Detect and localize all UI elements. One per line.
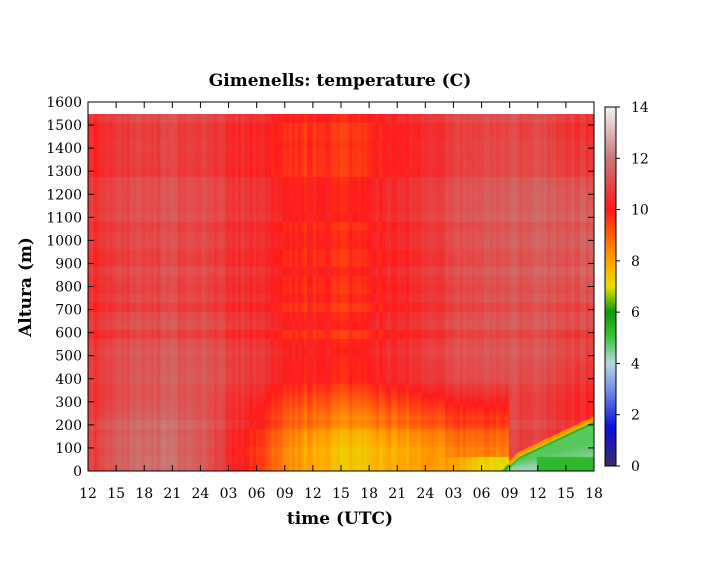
x-tick-label: 15 [557,486,575,502]
chart-title: Gimenells: temperature (C) [209,71,472,91]
colorbar-tick-label: 2 [631,408,640,424]
y-tick-label: 1100 [46,210,82,226]
x-tick-label: 12 [529,486,547,502]
colorbar-gradient [605,107,616,466]
y-tick-label: 1200 [46,187,82,203]
y-tick-label: 400 [55,372,82,388]
colorbar-ticks: 0 2 4 6 8 10 12 14 [616,100,649,475]
x-tick-label: 06 [248,486,266,502]
x-tick-label: 21 [163,486,181,502]
y-tick-label: 1300 [46,164,82,180]
y-axis-ticks: 0 100 200 300 400 500 600 700 800 900 1000 1100 1200… [46,95,594,480]
colorbar-tick-label: 14 [631,100,649,116]
y-tick-label: 1500 [46,118,82,134]
colorbar-frame [604,106,617,467]
y-tick-label: 600 [55,326,82,342]
x-tick-label: 24 [416,486,434,502]
y-tick-label: 200 [55,418,82,434]
y-tick-label: 1400 [46,141,82,157]
y-tick-label: 900 [55,256,82,272]
x-tick-label: 15 [332,486,350,502]
y-axis-label: Altura (m) [16,237,36,338]
x-tick-label: 12 [304,486,322,502]
x-tick-label: 03 [220,486,238,502]
x-tick-label: 09 [276,486,294,502]
x-tick-label: 21 [388,486,406,502]
x-tick-label: 24 [192,486,210,502]
colorbar-tick-label: 10 [631,203,649,219]
y-tick-label: 800 [55,280,82,296]
x-axis-label: time (UTC) [287,509,393,529]
y-tick-label: 100 [55,441,82,457]
y-tick-label: 1600 [46,95,82,111]
x-tick-label: 12 [79,486,97,502]
y-tick-label: 300 [55,395,82,411]
heatmap-area [88,114,594,471]
colorbar-tick-label: 8 [631,254,640,270]
colorbar: 0 2 4 6 8 10 12 14 [604,100,649,475]
x-tick-label: 15 [107,486,125,502]
y-tick-label: 500 [55,349,82,365]
x-tick-label: 03 [445,486,463,502]
y-tick-label: 1000 [46,233,82,249]
x-tick-label: 18 [360,486,378,502]
y-tick-label: 0 [73,464,82,480]
heatmap-canvas [88,114,594,471]
colorbar-tick-label: 6 [631,305,640,321]
x-tick-label: 18 [585,486,603,502]
x-tick-label: 09 [501,486,519,502]
y-tick-label: 700 [55,303,82,319]
x-tick-label: 06 [473,486,491,502]
colorbar-tick-label: 12 [631,151,649,167]
x-tick-label: 18 [135,486,153,502]
colorbar-tick-label: 0 [631,459,640,475]
colorbar-tick-label: 4 [631,356,640,372]
x-axis-ticks: 12 15 18 21 24 03 06 09 12 15 18 21 24 03 06 09 12 15 18 [79,102,603,502]
